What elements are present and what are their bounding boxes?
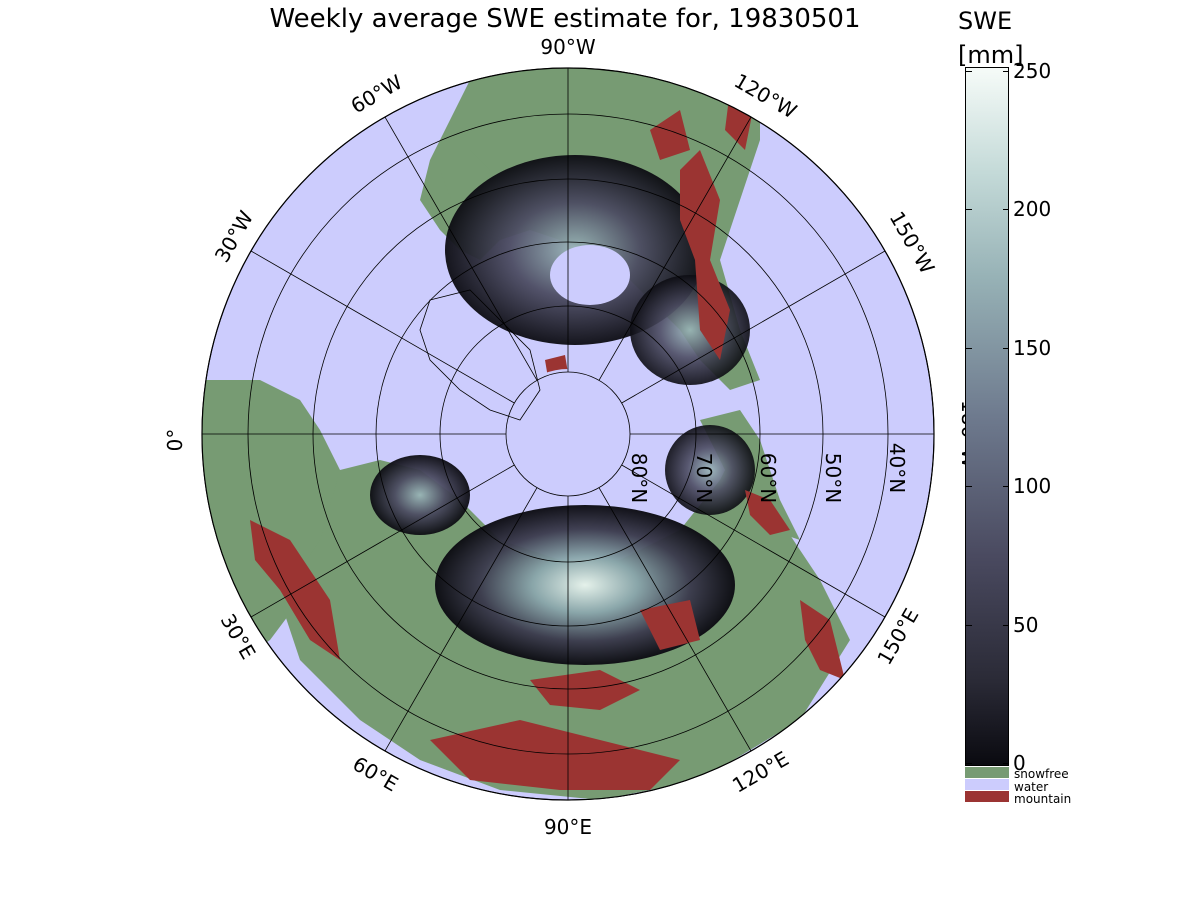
- meridian-line: [598, 487, 752, 752]
- colorbar-tick-mark: [966, 624, 972, 626]
- colorbar-title-swe: SWE: [958, 7, 1013, 35]
- mountain-kamchatka: [745, 490, 790, 535]
- meridian-line: [598, 116, 752, 381]
- map-frame: [201, 67, 935, 801]
- snow-hudson: [550, 245, 630, 305]
- lat-label-50n: 50°N: [821, 453, 845, 503]
- greenland-outline: [419, 289, 541, 421]
- colorbar-tick-mark: [966, 71, 972, 72]
- lat-label-70n: 70°N: [692, 453, 716, 503]
- colorbar-tick-label: 150: [1013, 335, 1052, 360]
- colorbar-tick-mark: [1003, 347, 1009, 349]
- meridian-line: [384, 116, 538, 381]
- arctic-ocean: [503, 369, 633, 499]
- mountain-japan: [800, 600, 845, 680]
- mountain-alps: [250, 520, 340, 660]
- mountain-central-asia: [530, 670, 640, 710]
- legend-swatch-mountain: [965, 791, 1009, 802]
- lat-label-60n: 60°N: [756, 453, 780, 503]
- colorbar-title: SWE [mm]: [958, 4, 1023, 72]
- lon-label-90w: 90°W: [540, 35, 595, 59]
- colorbar-title-unit: [mm]: [958, 41, 1024, 69]
- europe: [202, 380, 360, 660]
- lat-label-40n: 40°N: [885, 443, 909, 493]
- colorbar-tick-mark: [966, 763, 972, 764]
- lon-label-90e: 90°E: [544, 815, 592, 839]
- colorbar-tick-mark: [966, 486, 972, 488]
- colorbar-tick-label: 250: [1013, 59, 1052, 83]
- colorbar-tick-mark: [1003, 763, 1009, 764]
- colorbar-tick-mark: [1003, 71, 1009, 72]
- snow-canada-east: [630, 275, 750, 385]
- mountain-east-asia: [640, 600, 700, 650]
- legend-label-snowfree: snowfree: [1014, 767, 1069, 781]
- meridian-lines: [202, 68, 934, 800]
- colorbar-tick-mark: [966, 209, 972, 211]
- swe-colorbar: [965, 67, 1009, 766]
- landmasses: [202, 68, 850, 800]
- colorbar-tick-mark: [1003, 486, 1009, 488]
- lat-label-80n: 80°N: [627, 453, 651, 503]
- meridian-line: [621, 250, 886, 404]
- legend-label-mountain: mountain: [1014, 792, 1072, 806]
- colorbar-tick-mark: [966, 347, 972, 349]
- meridian-line: [250, 464, 515, 618]
- legend-label-water: water: [1014, 780, 1049, 794]
- mountain-himalaya: [430, 720, 680, 790]
- colorbar-tick-label: 0: [1013, 751, 1026, 775]
- colorbar-tick-label: 200: [1013, 197, 1052, 222]
- lon-label-0: 0°: [163, 429, 187, 452]
- mountain-rockies: [680, 150, 730, 360]
- colorbar-tick-mark: [1003, 624, 1009, 626]
- colorbar-tick-mark: [1003, 209, 1009, 211]
- colorbar-tick-label: 50: [1013, 612, 1039, 637]
- legend-swatch-water: [965, 779, 1009, 790]
- map-title: Weekly average SWE estimate for, 1983050…: [269, 4, 861, 34]
- meridian-line: [621, 464, 886, 618]
- snow-scandinavia: [370, 455, 470, 535]
- meridian-line: [384, 487, 538, 752]
- colorbar-tick-label: 100: [1013, 474, 1052, 499]
- snow-far-east: [665, 425, 755, 515]
- lon-label-60e: 60°E: [349, 752, 403, 797]
- mountain-alaska: [650, 110, 690, 160]
- legend-swatch-snowfree: [965, 767, 1009, 778]
- meridian-line: [250, 250, 515, 404]
